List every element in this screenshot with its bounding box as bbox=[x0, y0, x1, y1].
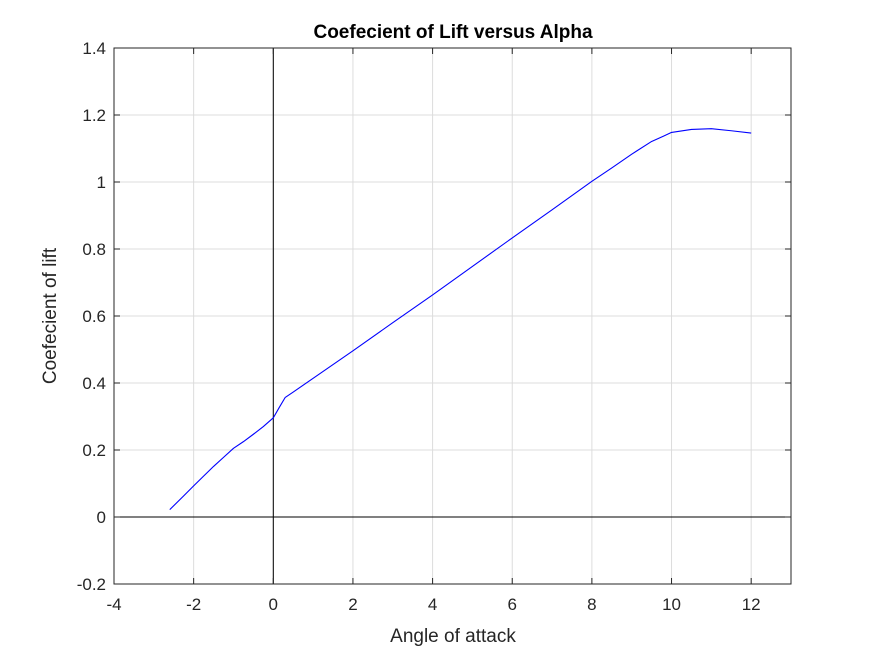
y-ticks: -0.2 0 0.2 0.4 0.6 0.8 1 1.2 1.4 bbox=[77, 39, 791, 594]
y-tick-label: 0.4 bbox=[82, 374, 106, 393]
x-tick-label: 12 bbox=[742, 595, 761, 614]
x-tick-label: 10 bbox=[662, 595, 681, 614]
x-tick-label: 0 bbox=[269, 595, 278, 614]
y-tick-label: 1.2 bbox=[82, 106, 106, 125]
y-tick-label: 1 bbox=[97, 173, 106, 192]
y-tick-label: 0.6 bbox=[82, 307, 106, 326]
x-tick-label: -2 bbox=[186, 595, 201, 614]
x-axis-label: Angle of attack bbox=[390, 626, 516, 647]
y-tick-label: 0.2 bbox=[82, 441, 106, 460]
y-tick-label: 0 bbox=[97, 508, 106, 527]
x-tick-label: 2 bbox=[348, 595, 357, 614]
x-tick-label: 8 bbox=[587, 595, 596, 614]
x-tick-label: 4 bbox=[428, 595, 437, 614]
x-ticks: -4 -2 0 2 4 6 8 10 12 bbox=[106, 48, 761, 614]
y-axis-label: Coefecient of lift bbox=[40, 247, 61, 384]
chart-title: Coefecient of Lift versus Alpha bbox=[313, 22, 592, 43]
x-tick-label: 6 bbox=[508, 595, 517, 614]
x-tick-label: -4 bbox=[106, 595, 121, 614]
y-tick-label: 1.4 bbox=[82, 39, 106, 58]
grid bbox=[113, 47, 791, 585]
series-line bbox=[169, 128, 752, 511]
y-tick-label: 0.8 bbox=[82, 240, 106, 259]
y-tick-label: -0.2 bbox=[77, 575, 106, 594]
reference-lines bbox=[114, 48, 791, 584]
series-layer bbox=[169, 128, 752, 511]
